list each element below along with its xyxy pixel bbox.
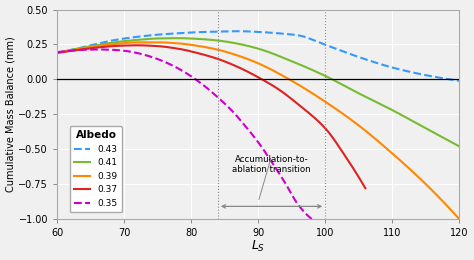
Legend: 0.43, 0.41, 0.39, 0.37, 0.35: 0.43, 0.41, 0.39, 0.37, 0.35 xyxy=(70,126,122,212)
Text: Accumulation-to-
ablation transition: Accumulation-to- ablation transition xyxy=(232,155,311,174)
X-axis label: $L_S$: $L_S$ xyxy=(251,239,265,255)
Y-axis label: Cumulative Mass Balance (mm): Cumulative Mass Balance (mm) xyxy=(6,36,16,192)
